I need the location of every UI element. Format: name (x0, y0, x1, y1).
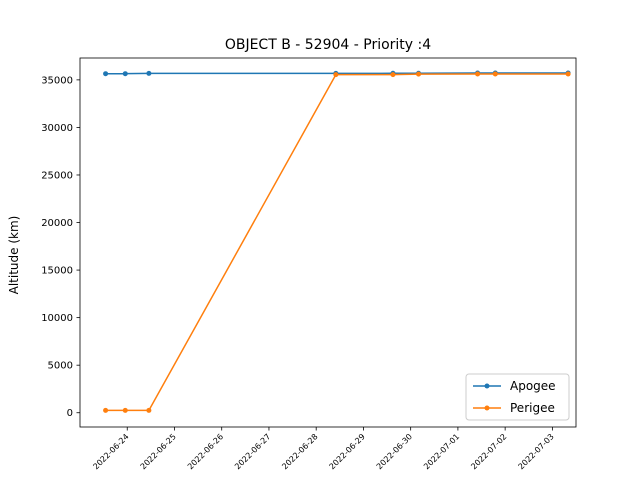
y-axis-label: Altitude (km) (7, 216, 21, 295)
y-tick-label: 20000 (41, 218, 73, 229)
plot-series (103, 70, 571, 413)
legend-perigee-marker (484, 405, 490, 411)
legend: Apogee Perigee (465, 373, 570, 421)
data-point-apogee (103, 71, 109, 77)
plot-frame (79, 57, 577, 428)
data-point-perigee (416, 71, 422, 77)
data-point-perigee (122, 407, 128, 413)
y-tick-label: 30000 (41, 123, 73, 134)
data-point-apogee (146, 70, 152, 76)
legend-apogee-label: Apogee (510, 379, 556, 393)
y-tick-label: 10000 (41, 313, 73, 324)
data-point-perigee (565, 71, 571, 77)
y-tick-label: 0 (67, 408, 73, 419)
data-point-apogee (122, 71, 128, 77)
legend-apogee-marker (484, 383, 490, 389)
series-perigee (103, 71, 571, 413)
y-tick-label: 35000 (41, 75, 73, 86)
data-point-perigee (146, 407, 152, 413)
legend-perigee-label: Perigee (510, 401, 555, 415)
data-point-perigee (390, 72, 396, 78)
y-tick-label: 5000 (48, 361, 73, 372)
data-point-perigee (475, 71, 481, 77)
data-point-perigee (103, 407, 109, 413)
data-point-perigee (492, 71, 498, 77)
y-tick-label: 25000 (41, 170, 73, 181)
y-tick-label: 15000 (41, 266, 73, 277)
y-axis-ticks: 0 5000 10000 15000 20000 25000 30000 35000 (41, 75, 80, 419)
data-point-perigee (333, 72, 339, 78)
chart-title: OBJECT B - 52904 - Priority :4 (225, 37, 431, 53)
